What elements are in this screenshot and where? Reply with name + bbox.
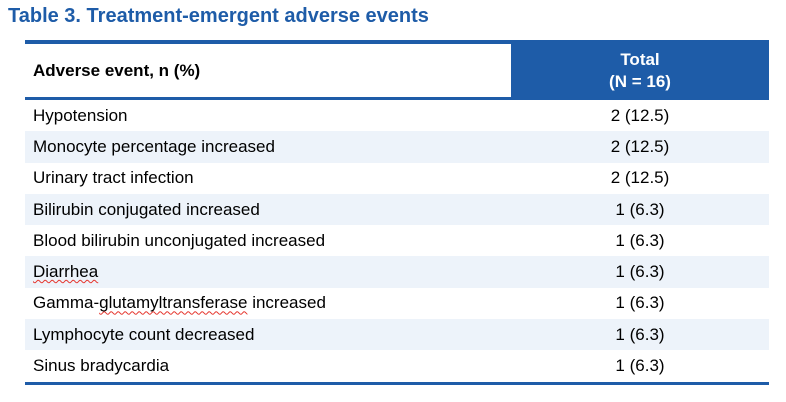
header-cell-adverse-event: Adverse event, n (%)	[25, 44, 511, 97]
adverse-event-cell: Gamma-glutamyltransferase increased	[25, 293, 511, 313]
header-total-line1: Total	[620, 50, 660, 70]
table-row: Gamma-glutamyltransferase increased 1 (6.…	[25, 287, 769, 320]
value-cell: 1 (6.3)	[615, 324, 665, 344]
event-text: Bilirubin conjugated increased	[33, 199, 260, 219]
header-total-line2: (N = 16)	[609, 71, 671, 91]
event-text: Hypotension	[33, 105, 128, 125]
table-row: Bilirubin conjugated increased 1 (6.3)	[25, 193, 769, 226]
event-text: Sinus bradycardia	[33, 356, 170, 376]
adverse-event-cell: Diarrhea	[25, 262, 511, 282]
value-cell: 1 (6.3)	[615, 262, 665, 282]
table-row: Diarrhea 1 (6.3)	[25, 256, 769, 288]
header-cell-total: Total (N = 16)	[511, 44, 769, 97]
misspelled-word: Diarrhea	[33, 262, 99, 282]
event-text: Monocyte percentage increased	[33, 136, 275, 156]
value-cell: 2 (12.5)	[610, 168, 670, 188]
event-text: Lymphocyte count decreased	[33, 324, 255, 344]
value-cell: 1 (6.3)	[615, 293, 665, 313]
table-row: Urinary tract infection 2 (12.5)	[25, 162, 769, 194]
table-row: Monocyte percentage increased 2 (12.5)	[25, 131, 769, 163]
value-cell: 2 (12.5)	[610, 136, 670, 156]
adverse-events-table: Adverse event, n (%) Total (N = 16) Hypo…	[25, 40, 769, 385]
adverse-event-cell: Monocyte percentage increased	[25, 137, 511, 157]
misspelled-word: glutamyltransferase	[99, 293, 248, 313]
adverse-event-cell: Blood bilirubin unconjugated increased	[25, 231, 511, 251]
adverse-event-cell: Bilirubin conjugated increased	[25, 200, 511, 220]
table-row: Blood bilirubin unconjugated increased 1 …	[25, 225, 769, 257]
event-text: Urinary tract infection	[33, 168, 194, 188]
event-text: increased	[247, 293, 326, 313]
table-body: Hypotension 2 (12.5) Monocyte percentage i…	[25, 100, 769, 385]
value-cell: 1 (6.3)	[615, 230, 665, 250]
adverse-event-cell: Urinary tract infection	[25, 168, 511, 188]
table-title: Table 3. Treatment-emergent adverse even…	[8, 5, 429, 27]
event-text: Gamma-	[33, 293, 100, 313]
table-header-row: Adverse event, n (%) Total (N = 16)	[25, 40, 769, 100]
value-cell: 1 (6.3)	[615, 356, 665, 376]
value-cell: 2 (12.5)	[610, 105, 670, 125]
adverse-event-cell: Hypotension	[25, 106, 511, 126]
table-row: Hypotension 2 (12.5)	[25, 100, 769, 132]
adverse-event-cell: Sinus bradycardia	[25, 356, 511, 376]
value-cell: 1 (6.3)	[615, 199, 665, 219]
table-row: Lymphocyte count decreased 1 (6.3)	[25, 319, 769, 351]
adverse-event-cell: Lymphocyte count decreased	[25, 325, 511, 345]
table-row: Sinus bradycardia 1 (6.3)	[25, 350, 769, 382]
event-text: Blood bilirubin unconjugated increased	[33, 230, 326, 250]
